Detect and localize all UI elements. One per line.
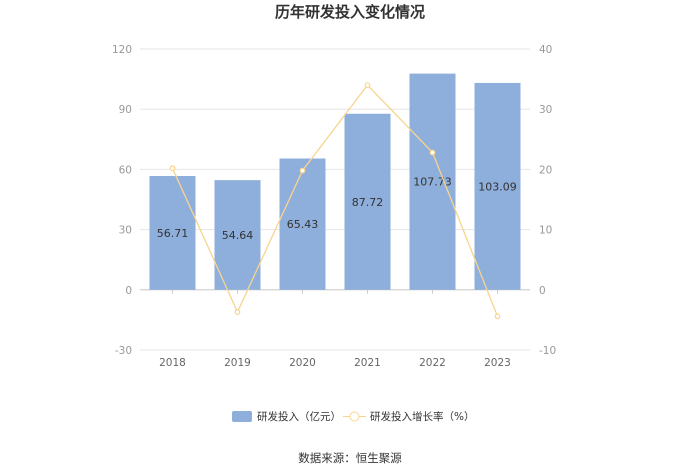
right-tick-label: 40 [539, 44, 552, 56]
bar [474, 82, 521, 290]
growth-point [299, 167, 306, 174]
bar-value-label: 65.43 [287, 218, 319, 231]
bar-value-label: 56.71 [157, 227, 189, 240]
growth-point [364, 82, 371, 89]
growth-point [494, 313, 501, 320]
bar [344, 113, 391, 290]
legend-bar-swatch[interactable] [232, 411, 252, 422]
left-tick-label: 120 [112, 44, 132, 56]
right-axis-ticks: -10 0 10 20 30 40 [539, 44, 556, 357]
growth-line [171, 84, 499, 317]
right-tick-label: 30 [539, 104, 552, 116]
bar-value-label: 54.64 [222, 229, 254, 242]
x-tick-label: 2019 [224, 357, 251, 369]
source-note: 数据来源：恒生聚源 [298, 451, 402, 465]
x-tick-label: 2018 [159, 357, 186, 369]
x-tick-label: 2020 [289, 357, 316, 369]
bar-data-labels: 56.71 54.64 65.43 87.72 107.73 103.09 [157, 176, 517, 242]
bar-value-label: 103.09 [478, 180, 517, 193]
right-tick-label: 20 [539, 164, 552, 176]
bar [149, 176, 196, 290]
legend: 研发投入（亿元） 研发投入增长率（%） [232, 410, 474, 423]
bar [409, 73, 456, 290]
growth-point [429, 149, 436, 156]
x-tick-label: 2023 [484, 357, 511, 369]
right-tick-label: 10 [539, 225, 552, 237]
bar-series [149, 73, 521, 290]
grid [140, 48, 530, 351]
bar [214, 180, 261, 290]
line-series [169, 82, 501, 320]
legend-line-label[interactable]: 研发投入增长率（%） [370, 410, 474, 423]
x-tick-label: 2022 [419, 357, 446, 369]
growth-point [234, 309, 241, 315]
left-axis-ticks: -30 0 30 60 90 120 [112, 44, 132, 357]
left-tick-label: 0 [125, 285, 132, 297]
bar-value-label: 87.72 [352, 196, 384, 209]
left-tick-label: 30 [119, 225, 132, 237]
bar [279, 158, 326, 290]
left-tick-label: 90 [119, 104, 132, 116]
right-tick-label: 0 [539, 285, 546, 297]
x-tick-label: 2021 [354, 357, 381, 369]
x-axis-ticks: 2018 2019 2020 2021 2022 2023 [159, 289, 511, 369]
right-tick-label: -10 [539, 345, 556, 357]
growth-point [169, 165, 176, 172]
legend-bar-label[interactable]: 研发投入（亿元） [257, 410, 341, 423]
bar-value-label: 107.73 [413, 176, 452, 189]
legend-line-marker[interactable] [349, 411, 360, 422]
chart-title: 历年研发投入变化情况 [275, 3, 425, 21]
left-tick-label: 60 [119, 164, 132, 176]
left-tick-label: -30 [115, 345, 132, 357]
